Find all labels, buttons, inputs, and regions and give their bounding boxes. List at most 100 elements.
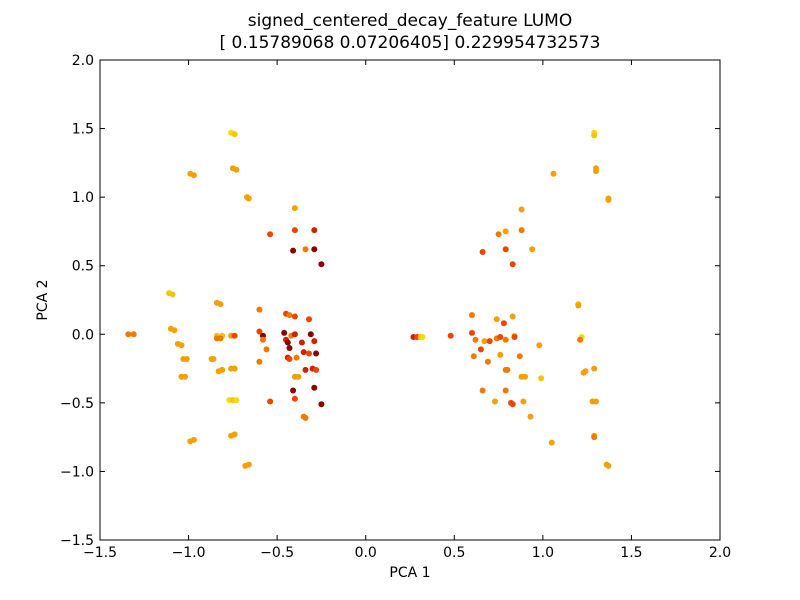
- data-point: [256, 328, 263, 335]
- data-point: [502, 336, 509, 343]
- data-point: [580, 369, 587, 376]
- data-point: [518, 227, 525, 234]
- y-axis-label: PCA 2: [35, 279, 51, 320]
- y-tick-label: 0.5: [72, 259, 94, 275]
- chart-subtitle: [ 0.15789068 0.07206405] 0.229954732573: [219, 33, 601, 53]
- x-tick-label: 1.0: [532, 545, 554, 561]
- data-point: [593, 168, 599, 175]
- data-point: [291, 331, 298, 338]
- x-tick-label: −0.5: [260, 545, 294, 561]
- data-point: [291, 313, 298, 320]
- data-point: [298, 339, 305, 346]
- data-point: [178, 342, 185, 349]
- data-point: [511, 334, 518, 340]
- data-point: [469, 312, 475, 319]
- data-point: [536, 342, 543, 349]
- data-point: [281, 329, 288, 336]
- data-point: [516, 353, 523, 360]
- points-layer: [125, 129, 612, 469]
- data-point: [502, 246, 509, 253]
- data-point: [130, 331, 137, 338]
- data-point: [311, 338, 318, 345]
- data-point: [231, 365, 238, 372]
- data-point: [233, 397, 240, 404]
- data-point: [291, 395, 298, 402]
- data-point: [284, 339, 291, 346]
- data-point: [311, 227, 318, 234]
- data-point: [509, 401, 516, 408]
- data-point: [311, 384, 318, 391]
- data-point: [538, 375, 545, 382]
- data-point: [477, 346, 484, 353]
- data-point: [548, 439, 555, 446]
- data-point: [493, 316, 500, 323]
- y-tick-label: −1.0: [60, 464, 94, 480]
- x-tick-label: −1.0: [172, 545, 206, 561]
- data-point: [593, 398, 599, 405]
- data-point: [605, 462, 612, 469]
- data-point: [306, 350, 312, 357]
- data-point: [497, 351, 504, 358]
- data-point: [484, 358, 491, 365]
- y-axis-ticks: −1.5 −1.0 −0.5 0.0 0.5 1.0 1.5 2.0: [60, 53, 720, 549]
- data-point: [302, 414, 309, 421]
- data-point: [307, 331, 314, 338]
- x-tick-label: −1.5: [83, 545, 117, 561]
- data-point: [509, 261, 516, 268]
- x-tick-label: 2.0: [709, 545, 731, 561]
- data-point: [313, 350, 320, 357]
- x-tick-label: 0.0: [355, 545, 377, 561]
- data-point: [286, 345, 293, 351]
- data-point: [520, 398, 527, 405]
- data-point: [550, 170, 557, 177]
- data-point: [591, 365, 598, 372]
- chart-title-block: signed_centered_decay_feature LUMO [ 0.1…: [0, 10, 800, 54]
- data-point: [293, 354, 300, 361]
- data-point: [497, 334, 504, 340]
- data-point: [231, 332, 238, 339]
- data-point: [522, 373, 529, 380]
- data-point: [231, 131, 238, 138]
- data-point: [260, 332, 266, 339]
- data-point: [502, 387, 509, 394]
- data-point: [245, 195, 252, 202]
- y-tick-label: 1.5: [72, 122, 94, 138]
- data-point: [219, 366, 226, 373]
- data-point: [447, 332, 454, 339]
- data-point: [190, 436, 197, 443]
- data-point: [504, 366, 511, 373]
- data-point: [217, 301, 224, 308]
- data-point: [171, 327, 178, 334]
- y-tick-label: −1.5: [60, 533, 94, 549]
- data-point: [286, 312, 293, 319]
- data-point: [233, 166, 240, 173]
- data-point: [306, 316, 312, 323]
- data-point: [479, 249, 486, 255]
- data-point: [210, 356, 217, 362]
- x-tick-label: 0.5: [443, 545, 465, 561]
- data-point: [529, 246, 536, 253]
- data-point: [183, 356, 190, 362]
- data-point: [605, 196, 612, 203]
- data-point: [591, 132, 598, 139]
- data-point: [190, 172, 197, 179]
- data-point: [469, 329, 475, 336]
- data-point: [527, 413, 534, 420]
- data-point: [577, 336, 584, 343]
- data-point: [518, 206, 525, 213]
- y-tick-label: −0.5: [60, 396, 94, 412]
- data-point: [286, 356, 293, 362]
- data-point: [591, 434, 598, 441]
- plot-frame: [99, 59, 721, 541]
- data-point: [256, 358, 263, 365]
- data-point: [290, 247, 297, 254]
- data-point: [291, 227, 298, 234]
- data-point: [267, 398, 274, 405]
- data-point: [481, 338, 488, 345]
- x-axis-label: PCA 1: [389, 565, 430, 581]
- data-point: [313, 366, 320, 373]
- data-point: [495, 231, 502, 238]
- data-point: [486, 338, 493, 345]
- data-point: [500, 320, 507, 327]
